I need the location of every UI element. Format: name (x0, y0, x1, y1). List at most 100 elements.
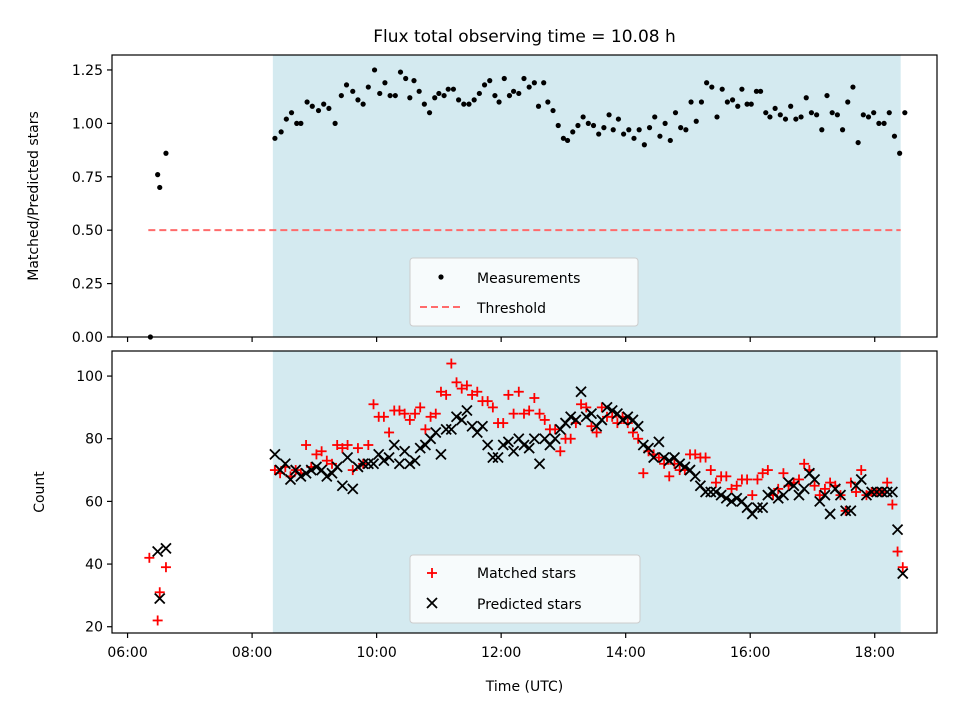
matched-star-point (446, 358, 457, 369)
predicted-star-point (725, 495, 738, 508)
matched-star-point (415, 402, 426, 413)
predicted-star-point (642, 442, 655, 454)
predicted-star-point (414, 442, 426, 454)
measurement-point (416, 88, 422, 94)
y-tick-label: 20 (85, 620, 103, 636)
measurement-point (729, 97, 736, 103)
measurement-point (309, 103, 315, 109)
measurement-point (338, 92, 344, 99)
y-tick-label: 40 (85, 557, 103, 573)
matched-star-point (887, 499, 898, 510)
measurement-point (283, 116, 289, 122)
measurement-point (714, 114, 720, 120)
matched-star-point (778, 468, 789, 479)
legend-matched-stars-marker (427, 568, 437, 578)
matched-star-point (410, 408, 421, 419)
matched-star-point (576, 399, 587, 410)
measurement-point (407, 95, 413, 101)
measurement-point (601, 125, 607, 131)
predicted-star-point (699, 486, 712, 498)
measurement-point (315, 107, 322, 114)
matched-star-point (451, 377, 462, 388)
predicted-star-point (409, 455, 421, 467)
matched-star-point (518, 408, 529, 419)
measurement-point (698, 99, 705, 105)
measurement-point (819, 127, 825, 133)
predicted-star-point (367, 458, 380, 470)
predicted-star-point (305, 464, 317, 476)
matched-star-point (394, 405, 405, 416)
measurement-point (360, 101, 366, 107)
y-tick-label: 0.00 (72, 330, 103, 346)
matched-star-point (508, 408, 519, 419)
matched-star-point (316, 446, 327, 457)
matched-star-point (845, 477, 856, 488)
measurement-point (808, 110, 815, 116)
measurement-point (432, 95, 438, 101)
matched-star-point (627, 427, 638, 438)
predicted-star-point (295, 470, 307, 482)
measurement-point (688, 99, 694, 105)
measurement-point (678, 125, 684, 131)
predicted-star-point (891, 523, 904, 536)
matched-star-point (814, 490, 825, 501)
measurement-point (382, 80, 388, 86)
matched-star-point (154, 587, 165, 598)
x-tick-label: 08:00 (232, 645, 272, 661)
measurement-point (891, 133, 898, 139)
measurement-point (492, 92, 498, 99)
matched-star-point (425, 411, 436, 422)
matched-star-point (669, 458, 680, 469)
measurement-point (839, 127, 846, 133)
bottom-panel: 06:00 08:00 10:00 12:00 14:00 16:00 18:00 20 40… (32, 350, 938, 695)
legend-measurements-label: Measurements (477, 271, 580, 287)
measurement-point (343, 82, 350, 88)
y-tick-label: 0.25 (72, 277, 103, 293)
measurement-point (724, 99, 730, 105)
bottom-legend-box (409, 554, 641, 624)
predicted-star-point (580, 411, 592, 423)
predicted-star-point (378, 455, 390, 467)
measurement-point (824, 92, 830, 99)
measurement-point (403, 75, 409, 82)
legend-plus-glyph (427, 568, 437, 578)
measurement-point (693, 118, 699, 124)
measurement-point (397, 69, 404, 75)
measurement-point (897, 150, 903, 156)
matched-star-point (529, 393, 540, 403)
predicted-star-point (819, 489, 831, 501)
measurement-point (829, 110, 835, 116)
predicted-star-point (689, 470, 701, 482)
predicted-star-point (777, 489, 790, 501)
x-tick-label: 14:00 (605, 645, 645, 661)
top-legend: Measurements Threshold (409, 257, 639, 327)
x-tick-label: 10:00 (356, 645, 396, 661)
measurement-point (876, 120, 882, 126)
chart-title: Flux total observing time = 10.08 h (373, 27, 676, 47)
measurement-point (860, 112, 866, 118)
matched-star-point (327, 458, 337, 469)
predicted-star-point (523, 442, 535, 454)
top-y-axis-label: Matched/Predicted stars (26, 111, 42, 281)
measurement-point (487, 78, 493, 84)
measurement-point (278, 129, 284, 135)
measurement-point (332, 120, 338, 126)
predicted-star-point (357, 458, 369, 470)
measurement-point (615, 116, 622, 122)
measurement-point (304, 99, 310, 105)
measurement-point (481, 82, 488, 88)
predicted-star-point (310, 461, 323, 473)
measurement-point (535, 103, 542, 109)
matched-star-point (503, 389, 514, 400)
matched-star-point (581, 402, 592, 413)
measurement-point (798, 114, 804, 120)
matched-star-point (705, 465, 716, 476)
matched-star-point (612, 418, 623, 429)
predicted-star-point (482, 439, 494, 451)
measurement-point (456, 97, 462, 103)
measurement-point (506, 92, 513, 99)
measurement-point (850, 84, 856, 90)
predicted-star-point (596, 414, 608, 426)
measurement-point (636, 127, 642, 133)
measurement-point (526, 84, 532, 90)
